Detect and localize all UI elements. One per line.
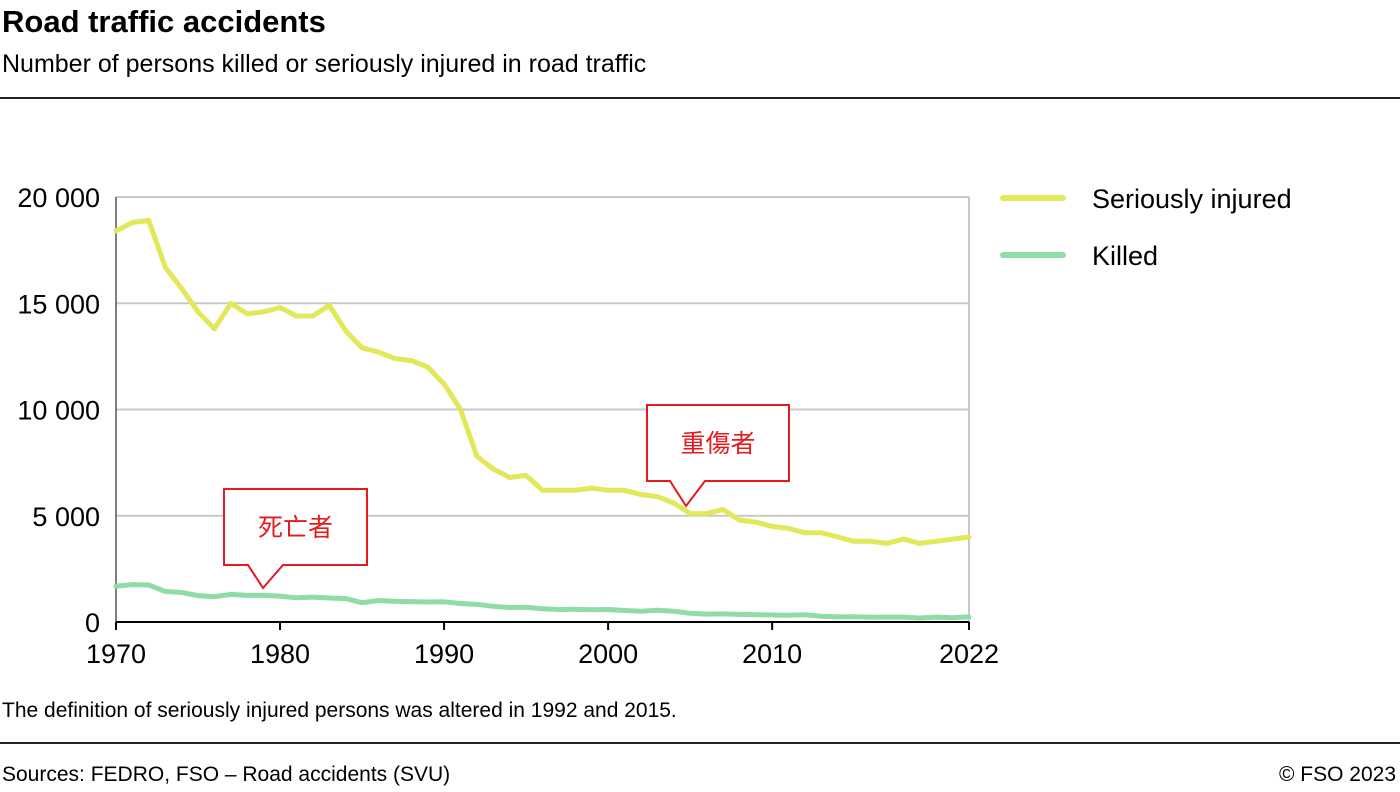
callout-seriously-injured-label: 重傷者 [680, 429, 755, 458]
top-divider [0, 97, 1400, 99]
y-tick-label: 10 000 [17, 396, 100, 426]
bottom-divider [0, 742, 1400, 744]
x-tick-label: 2022 [939, 639, 999, 669]
axes: 0 5 000 10 000 15 000 20 000 1970 1980 1990 2000… [17, 183, 999, 669]
chart-title: Road traffic accidents [2, 4, 326, 39]
legend-label: Killed [1092, 241, 1158, 271]
source-text: Sources: FEDRO, FSO – Road accidents (SV… [2, 763, 451, 786]
x-tick-label: 2010 [742, 639, 802, 669]
y-tick-label: 20 000 [17, 183, 100, 213]
callout-seriously-injured [646, 404, 790, 508]
y-tick-label: 0 [85, 608, 100, 638]
callout-killed [223, 488, 368, 590]
y-tick-label: 15 000 [17, 289, 100, 319]
x-tick-label: 1980 [250, 639, 310, 669]
legend-label: Seriously injured [1092, 184, 1292, 214]
y-tick-label: 5 000 [32, 502, 100, 532]
legend: Seriously injured Killed [1000, 184, 1292, 271]
callout-killed-label: 死亡者 [258, 513, 333, 542]
copyright-text: © FSO 2023 [1278, 763, 1396, 786]
x-tick-label: 2000 [578, 639, 638, 669]
grid [116, 196, 969, 517]
x-tick-label: 1990 [414, 639, 474, 669]
series-line-killed [113, 582, 972, 621]
series-line-seriously-injured [113, 217, 972, 546]
footnote: The definition of seriously injured pers… [2, 699, 677, 722]
series-lines [113, 217, 972, 621]
chart-subtitle: Number of persons killed or seriously in… [2, 50, 647, 78]
x-tick-label: 1970 [86, 639, 146, 669]
